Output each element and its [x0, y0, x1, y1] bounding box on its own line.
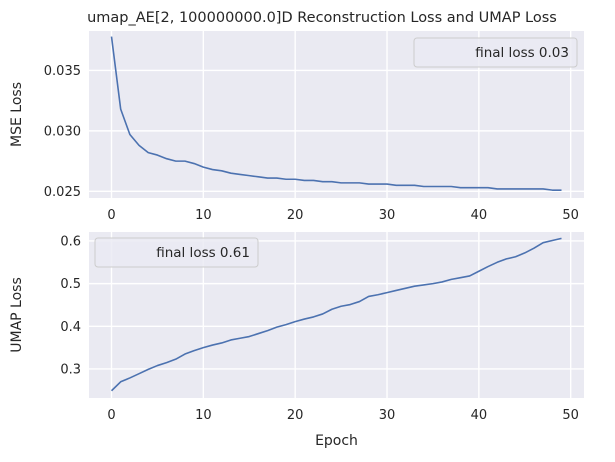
x-tick-label: 0 [107, 408, 115, 423]
x-tick-label: 20 [287, 208, 304, 223]
y-tick-label: 0.3 [60, 362, 81, 377]
y-tick-label: 0.5 [60, 277, 81, 292]
x-tick-label: 50 [562, 408, 579, 423]
x-tick-label: 40 [471, 408, 488, 423]
x-tick-label: 10 [195, 208, 212, 223]
legend-entry: final loss 0.61 [156, 245, 250, 261]
x-tick-label: 20 [287, 408, 304, 423]
x-tick-label: 50 [562, 208, 579, 223]
y-tick-label: 0.030 [44, 124, 81, 139]
legend-box [94, 237, 259, 268]
y-axis-label: UMAP Loss [9, 277, 25, 353]
mse-loss-panel: 0 10 20 30 40 50 0.025 0.030 0.035 MSE Loss final … [9, 31, 584, 223]
x-axis-label: Epoch [315, 433, 358, 449]
y-axis-label: MSE Loss [9, 82, 25, 147]
x-tick-label: 0 [107, 208, 115, 223]
y-tick-label: 0.6 [60, 234, 81, 249]
legend-box [413, 37, 578, 68]
x-tick-label: 40 [471, 208, 488, 223]
y-tick-label: 0.035 [44, 64, 81, 79]
series-line [110, 237, 562, 392]
series-line [110, 36, 562, 191]
legend: final loss 0.03 [413, 37, 578, 68]
umap-loss-panel: 0 10 20 30 40 50 0.3 0.4 0.5 0.6 UMAP Loss Epoch fin… [9, 232, 584, 449]
chart-title: umap_AE[2, 100000000.0]D Reconstruction … [87, 10, 557, 26]
x-tick-label: 30 [379, 208, 396, 223]
x-tick-label: 10 [195, 408, 212, 423]
y-tick-label: 0.4 [60, 320, 81, 335]
legend: final loss 0.61 [94, 237, 259, 268]
x-tick-label: 30 [379, 408, 396, 423]
legend-entry: final loss 0.03 [475, 45, 569, 61]
y-tick-label: 0.025 [44, 185, 81, 200]
